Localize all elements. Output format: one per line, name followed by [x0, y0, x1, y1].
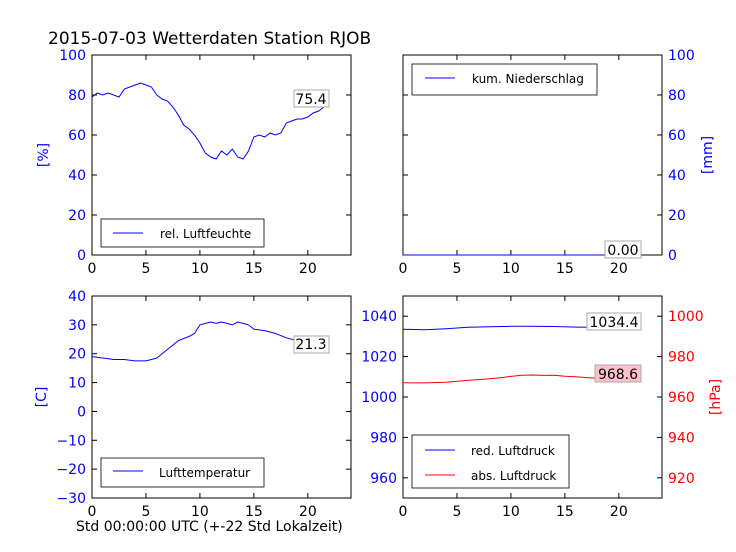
x-tick-label: 5 [141, 504, 150, 520]
x-tick-label: 5 [452, 504, 461, 520]
y-tick-label: 80 [68, 88, 86, 104]
temperature-plot-frame [91, 295, 352, 499]
precip-last-value-label: 0.00 [604, 240, 642, 259]
y-tick-label: 30 [68, 318, 86, 334]
temperature-last-value-label: 21.3 [293, 335, 330, 354]
y-tick-label: 40 [668, 168, 686, 184]
x-tick-label: 15 [556, 261, 574, 277]
temperature-panel: [C] 0 5 10 15 20 −30 −20 −10 0 10 20 30 40 21.3 Luft… [34, 289, 352, 535]
figure-title: 2015-07-03 Wetterdaten Station RJOB [48, 29, 371, 49]
humidity-ylabel: [%] [36, 143, 52, 167]
humidity-plot-frame [91, 54, 352, 256]
pressure-abs-last-value-label: 968.6 [594, 364, 642, 383]
pressure-legend-label-abs: abs. Luftdruck [471, 469, 556, 483]
y-right-tick-label: 940 [668, 430, 695, 446]
svg-text:21.3: 21.3 [295, 337, 326, 353]
pressure-ylabel: [hPa] [708, 379, 724, 415]
pressure-panel: [hPa] 0 5 10 15 20 960 980 1000 1020 1040 920 940 96… [361, 295, 724, 520]
y-tick-label: 1000 [361, 390, 397, 406]
temperature-legend: Lufttemperatur [100, 457, 265, 488]
x-tick-label: 10 [191, 261, 209, 277]
x-tick-label: 10 [191, 504, 209, 520]
y-right-tick-label: 1000 [668, 309, 704, 325]
svg-text:75.4: 75.4 [295, 92, 326, 108]
x-tick-label: 0 [88, 261, 97, 277]
x-tick-label: 5 [141, 261, 150, 277]
y-tick-label: 60 [668, 128, 686, 144]
y-tick-label: −20 [56, 462, 86, 478]
y-tick-label: 10 [68, 376, 86, 392]
svg-text:0.00: 0.00 [607, 243, 638, 259]
y-tick-label: 40 [68, 289, 86, 305]
x-tick-label: 10 [502, 504, 520, 520]
y-tick-label: 20 [68, 208, 86, 224]
humidity-series-line [91, 82, 330, 160]
x-tick-label: 0 [399, 504, 408, 520]
y-tick-label: 80 [668, 88, 686, 104]
y-tick-label: 0 [668, 248, 677, 264]
y-tick-label: 0 [77, 248, 86, 264]
humidity-panel: [%] 0 5 10 15 20 0 20 40 60 80 100 75.4 rel. Luftf… [36, 48, 352, 277]
svg-text:968.6: 968.6 [598, 367, 638, 383]
y-tick-label: 960 [370, 471, 397, 487]
y-tick-label: −10 [56, 433, 86, 449]
y-tick-label: 100 [59, 48, 86, 64]
y-tick-label: 60 [68, 128, 86, 144]
y-tick-label: 40 [68, 168, 86, 184]
x-tick-label: 15 [245, 504, 263, 520]
x-tick-label: 15 [245, 261, 263, 277]
x-tick-label: 15 [556, 504, 574, 520]
x-tick-label: 10 [502, 261, 520, 277]
pressure-legend-label-red: red. Luftdruck [471, 444, 555, 458]
y-tick-label: −30 [56, 491, 86, 507]
y-right-tick-label: 960 [668, 390, 695, 406]
y-tick-label: 0 [77, 404, 86, 420]
y-tick-label: 20 [668, 208, 686, 224]
y-tick-label: 980 [370, 430, 397, 446]
precip-legend-label: kum. Niederschlag [472, 72, 584, 86]
temperature-legend-label: Lufttemperatur [159, 466, 250, 480]
pressure-red-last-value-label: 1034.4 [586, 312, 642, 331]
x-tick-label: 20 [299, 261, 317, 277]
x-tick-label: 5 [452, 261, 461, 277]
x-tick-label: 20 [610, 504, 628, 520]
y-tick-label: 100 [668, 48, 695, 64]
precip-legend: kum. Niederschlag [411, 63, 598, 96]
y-tick-label: 1020 [361, 350, 397, 366]
svg-text:1034.4: 1034.4 [590, 315, 639, 331]
temperature-ylabel: [C] [34, 387, 50, 408]
temperature-series-line [91, 321, 330, 362]
pressure-legend: red. Luftdruck abs. Luftdruck [411, 434, 570, 489]
precip-panel: [mm] 0 5 10 15 20 0 20 40 60 80 100 0.00 kum. Nied… [399, 48, 716, 277]
y-right-tick-label: 980 [668, 350, 695, 366]
precip-ylabel: [mm] [700, 136, 716, 174]
y-tick-label: 1040 [361, 309, 397, 325]
humidity-last-value-label: 75.4 [293, 89, 330, 108]
humidity-legend: rel. Luftfeuchte [100, 218, 265, 248]
y-tick-label: 20 [68, 347, 86, 363]
x-tick-label: 20 [610, 261, 628, 277]
x-axis-label: Std 00:00:00 UTC (+-22 Std Lokalzeit) [76, 519, 343, 535]
x-tick-label: 0 [399, 261, 408, 277]
y-right-tick-label: 920 [668, 471, 695, 487]
x-tick-label: 20 [299, 504, 317, 520]
humidity-legend-label: rel. Luftfeuchte [160, 227, 251, 241]
x-tick-label: 0 [88, 504, 97, 520]
